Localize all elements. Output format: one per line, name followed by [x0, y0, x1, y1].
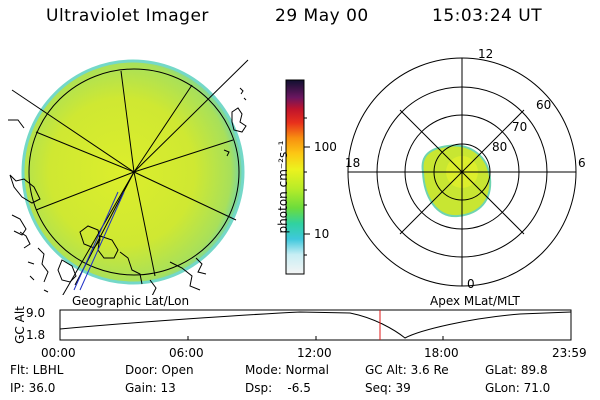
polar-lat-60: 60	[536, 98, 552, 112]
polar-label-bottom: 0	[467, 277, 475, 291]
time-ticks	[59, 336, 572, 340]
altitude-ymin: 1.8	[26, 328, 46, 342]
latitude-circle	[28, 68, 240, 276]
polar-lat-80: 80	[492, 140, 508, 154]
observation-date: 29 May 00	[275, 6, 369, 26]
footprint-lines	[73, 191, 125, 291]
colorbar-tick-100: 100	[314, 140, 337, 154]
time-tick-3: 18:00	[424, 346, 459, 360]
polar-mlt-lines	[348, 58, 576, 286]
info-glat: GLat: 89.8	[485, 363, 548, 377]
polar-plot	[347, 57, 577, 287]
colorbar-label: photon cm⁻²s⁻¹	[276, 140, 290, 234]
altitude-ylabel: GC Alt	[13, 306, 27, 344]
time-tick-2: 12:00	[297, 346, 332, 360]
polar-lat-70: 70	[512, 120, 528, 134]
geographic-panel-label: Geographic Lat/Lon	[72, 294, 190, 308]
coastlines	[8, 87, 247, 295]
apex-panel-label: Apex MLat/MLT	[430, 294, 520, 308]
info-flt: Flt: LBHL	[10, 363, 64, 377]
altitude-curve	[59, 311, 572, 339]
info-door: Door: Open	[125, 363, 194, 377]
longitude-lines	[11, 59, 249, 295]
info-seq: Seq: 39	[365, 381, 411, 395]
polar-auroral-oval	[421, 144, 492, 218]
time-tick-0: 00:00	[41, 346, 76, 360]
time-tick-4: 23:59	[552, 346, 587, 360]
observation-time: 15:03:24 UT	[432, 6, 543, 26]
colorbar-tick-10: 10	[314, 227, 330, 241]
info-ip: IP: 36.0	[10, 381, 56, 395]
geographic-image	[8, 59, 249, 295]
colorbar	[285, 79, 305, 275]
polar-label-right: 6	[578, 156, 586, 170]
info-gc-alt: GC Alt: 3.6 Re	[365, 363, 449, 377]
info-mode: Mode: Normal	[245, 363, 329, 377]
polar-label-top: 12	[478, 47, 494, 61]
altitude-plot	[59, 309, 572, 341]
info-dsp: Dsp: -6.5	[245, 381, 311, 395]
info-gain: Gain: 13	[125, 381, 176, 395]
altitude-ymax: 9.0	[26, 306, 46, 320]
instrument-title: Ultraviolet Imager	[46, 6, 209, 26]
info-glon: GLon: 71.0	[485, 381, 551, 395]
polar-label-left: 18	[345, 156, 361, 170]
time-tick-1: 06:00	[169, 346, 204, 360]
colorbar-ticks	[304, 117, 310, 256]
